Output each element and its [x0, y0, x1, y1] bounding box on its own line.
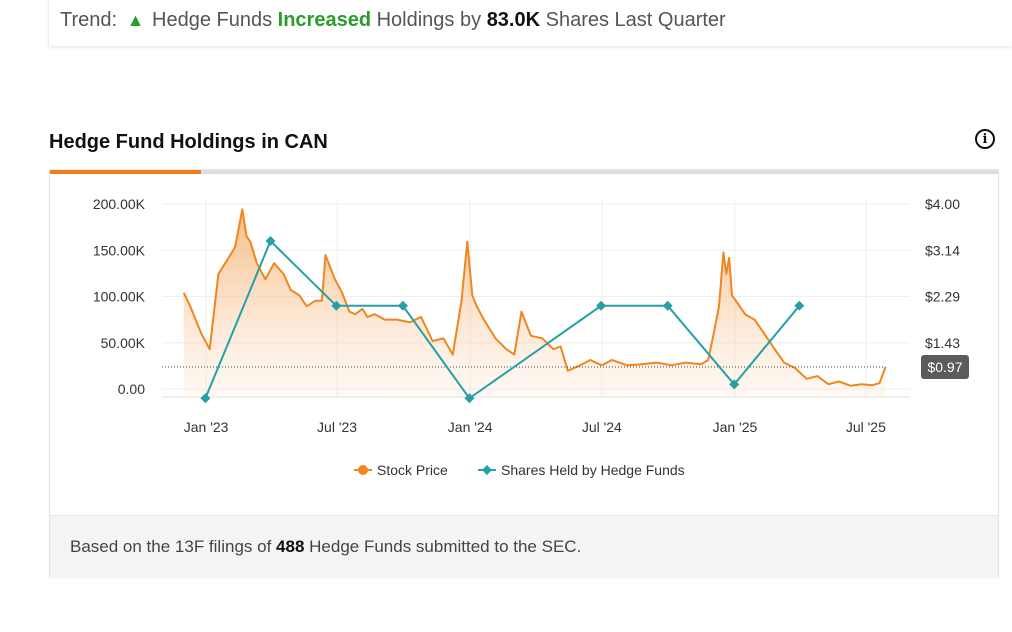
y-left-tick-label: 0.00: [118, 381, 145, 397]
hedge-fund-point: [200, 393, 211, 404]
trend-text-middle: Holdings by: [376, 9, 482, 31]
stock-price-area: [183, 209, 886, 397]
legend-stock-marker: [358, 465, 368, 475]
hedge-fund-point: [596, 300, 607, 311]
stock-price-line: [182, 208, 887, 387]
hedge-fund-point: [729, 379, 740, 390]
y-left-tick-label: 100.00K: [93, 289, 146, 305]
section-title: Hedge Fund Holdings in CAN: [49, 131, 328, 153]
footer: Based on the 13F filings of 488 Hedge Fu…: [50, 515, 998, 578]
hedge-fund-point: [794, 300, 805, 311]
x-tick-label: Jan '25: [713, 419, 758, 435]
footer-count: 488: [276, 537, 305, 556]
y-right-tick-label: $3.14: [925, 242, 960, 258]
tab-active-indicator[interactable]: [50, 170, 201, 174]
x-tick-label: Jul '25: [846, 419, 886, 435]
trend-card: Trend: ▲ Hedge Funds Increased Holdings …: [48, 0, 1012, 46]
hedge-fund-point: [265, 236, 276, 246]
tab-track: [50, 170, 998, 174]
y-right-tick-label: $1.43: [925, 335, 960, 351]
last-price-label: $0.97: [927, 359, 962, 375]
footer-suffix: Hedge Funds submitted to the SEC.: [309, 537, 582, 556]
chart-legend: Stock Price Shares Held by Hedge Funds: [354, 462, 685, 478]
hedge-fund-point: [397, 300, 408, 311]
trend-direction: Increased: [277, 9, 372, 31]
x-tick-label: Jul '23: [317, 419, 357, 435]
info-icon[interactable]: i: [975, 129, 995, 149]
hedge-fund-point: [331, 300, 342, 311]
legend-hedge-label: Shares Held by Hedge Funds: [501, 462, 685, 478]
y-left-tick-label: 200.00K: [93, 196, 146, 212]
holdings-chart: 200.00K 150.00K 100.00K 50.00K 0.00 $4.00 $3.1…: [93, 196, 969, 478]
arrow-up-icon: ▲: [126, 10, 145, 30]
trend-text-after: Shares Last Quarter: [545, 9, 726, 31]
footer-prefix: Based on the 13F filings of: [70, 537, 272, 556]
trend-summary: Trend: ▲ Hedge Funds Increased Holdings …: [60, 9, 726, 32]
y-right-tick-label: $4.00: [925, 196, 960, 212]
x-tick-label: Jan '23: [184, 419, 229, 435]
last-price-badge: [921, 354, 969, 379]
trend-text-before: Hedge Funds: [152, 9, 273, 31]
trend-amount: 83.0K: [486, 9, 541, 31]
hedge-fund-point: [662, 300, 673, 311]
legend-stock-label: Stock Price: [377, 462, 448, 478]
y-right-tick-label: $2.29: [925, 289, 960, 305]
y-left-tick-label: 50.00K: [101, 335, 146, 351]
x-tick-label: Jul '24: [582, 419, 622, 435]
x-tick-label: Jan '24: [448, 419, 493, 435]
footer-text: Based on the 13F filings of 488 Hedge Fu…: [70, 537, 581, 557]
y-left-tick-label: 150.00K: [93, 242, 146, 258]
chart-card: 200.00K 150.00K 100.00K 50.00K 0.00 $4.00 $3.1…: [49, 169, 999, 578]
legend-hedge-marker: [482, 465, 492, 475]
hedge-fund-point: [464, 393, 475, 404]
trend-label: Trend:: [60, 9, 118, 31]
